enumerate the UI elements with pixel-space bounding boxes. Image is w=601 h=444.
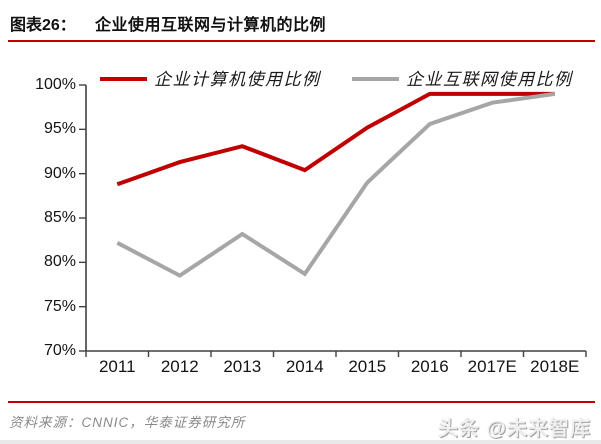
y-axis-tick-label: 70%: [43, 342, 76, 359]
header-rule: [8, 40, 595, 42]
y-axis-tick-label: 100%: [35, 76, 76, 93]
bottom-edge-strip: [0, 440, 601, 444]
y-axis-tick-label: 90%: [43, 164, 76, 182]
x-axis-tick-label: 2018E: [530, 357, 580, 376]
x-axis-tick-label: 2011: [98, 357, 136, 376]
footer-rule: [8, 401, 595, 403]
x-axis-tick-label: 2014: [285, 357, 324, 376]
x-axis-tick-label: 2017E: [467, 357, 517, 376]
watermark: 头条 @未来智库: [437, 418, 591, 440]
computer-series-line-swatch: [100, 77, 147, 81]
legend-label-computer: 企业计算机使用比例: [154, 70, 321, 89]
source-note: 资料来源：CNNIC，华泰证券研究所: [9, 415, 246, 430]
y-axis-tick-label: 80%: [43, 253, 76, 271]
x-axis-tick-label: 2015: [348, 357, 387, 376]
x-axis-tick-label: 2013: [223, 357, 262, 376]
page-title: 企业使用互联网与计算机的比例: [95, 17, 327, 34]
y-axis-tick-label: 95%: [43, 120, 76, 138]
x-axis-tick-label: 2012: [160, 357, 199, 376]
y-axis-tick-label: 75%: [43, 297, 76, 315]
x-axis-tick-label: 2016: [410, 357, 449, 376]
internet-series-line-swatch: [352, 77, 399, 81]
y-axis-tick-label: 85%: [43, 209, 76, 226]
legend-label-internet: 企业互联网使用比例: [406, 70, 573, 89]
chart-number-label: 图表26：: [10, 17, 76, 34]
